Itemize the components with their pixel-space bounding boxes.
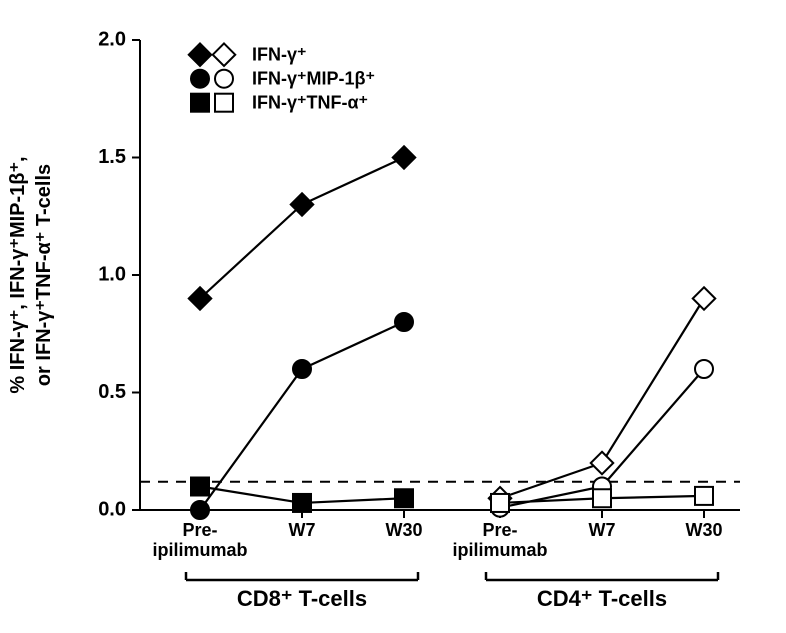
svg-text:CD8⁺ T-cells: CD8⁺ T-cells: [237, 586, 367, 611]
svg-text:or IFN-γ⁺TNF-α⁺ T-cells: or IFN-γ⁺TNF-α⁺ T-cells: [33, 164, 55, 386]
svg-text:IFN-γ⁺MIP-1β⁺: IFN-γ⁺MIP-1β⁺: [252, 69, 375, 89]
svg-text:0.5: 0.5: [98, 381, 126, 403]
svg-text:Pre-: Pre-: [482, 520, 517, 540]
svg-text:ipilimumab: ipilimumab: [152, 540, 247, 560]
svg-text:W30: W30: [385, 520, 422, 540]
svg-text:1.0: 1.0: [98, 263, 126, 285]
svg-text:IFN-γ⁺: IFN-γ⁺: [252, 45, 307, 65]
svg-text:IFN-γ⁺TNF-α⁺: IFN-γ⁺TNF-α⁺: [252, 93, 368, 113]
svg-text:1.5: 1.5: [98, 146, 126, 168]
svg-text:W7: W7: [289, 520, 316, 540]
svg-text:CD4⁺ T-cells: CD4⁺ T-cells: [537, 586, 667, 611]
svg-text:W7: W7: [589, 520, 616, 540]
svg-text:2.0: 2.0: [98, 28, 126, 50]
svg-text:ipilimumab: ipilimumab: [452, 540, 547, 560]
chart-svg: 0.0 0.5 1.0 1.5 2.0 Pre-ipilimumab W7 W30 Pre-ip…: [0, 0, 786, 633]
svg-text:% IFN-γ⁺, IFN-γ⁺MIP-1β⁺,: % IFN-γ⁺, IFN-γ⁺MIP-1β⁺,: [7, 156, 29, 393]
svg-text:Pre-: Pre-: [182, 520, 217, 540]
tcell-chart: 0.0 0.5 1.0 1.5 2.0 Pre-ipilimumab W7 W30 Pre-ip…: [0, 0, 786, 633]
svg-text:0.0: 0.0: [98, 498, 126, 520]
svg-text:W30: W30: [685, 520, 722, 540]
